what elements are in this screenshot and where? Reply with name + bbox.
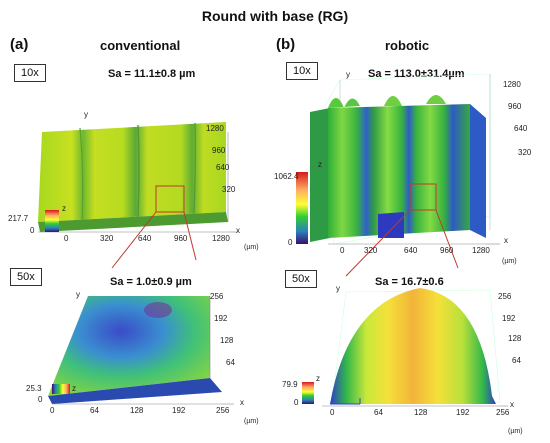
surface-b-10x: [310, 73, 500, 277]
x-tick: 0: [330, 408, 335, 417]
sa-value-a-50x: Sa = 1.0±0.9 µm: [110, 276, 192, 288]
y-tick: 256: [498, 292, 512, 301]
colorbar-min-b-50x: 0: [294, 398, 299, 407]
x-tick: 960: [440, 246, 454, 255]
axis-x-label-b-50x: x: [510, 400, 514, 409]
colorbar-min-b-10x: 0: [288, 238, 293, 247]
sa-value-b-10x: Sa = 113.0±31.4µm: [368, 68, 465, 80]
y-tick: 192: [502, 314, 516, 323]
mag-label-a-10x: 10x: [14, 64, 46, 82]
sa-value-a-10x: Sa = 11.1±0.8 µm: [108, 68, 196, 80]
colorbar-b-10x: [296, 172, 308, 244]
x-tick: 0: [340, 246, 345, 255]
y-tick: 960: [212, 146, 226, 155]
unit-label-b-10x: (µm): [502, 258, 517, 265]
x-tick: 960: [174, 234, 188, 243]
y-tick: 320: [222, 185, 236, 194]
x-tick: 320: [364, 246, 378, 255]
axis-x-label-b-10x: x: [504, 236, 508, 245]
surface-a-50x: [48, 296, 234, 405]
column-title-robotic: robotic: [385, 38, 430, 53]
axis-x-label-a-10x: x: [236, 226, 240, 235]
x-tick: 192: [456, 408, 470, 417]
axis-z-label-a-50x: z: [72, 384, 76, 393]
colorbar-min-a-50x: 0: [38, 395, 43, 404]
mag-label-a-50x: 50x: [10, 268, 42, 286]
column-title-conventional: conventional: [100, 38, 181, 53]
colorbar-b-50x: [302, 382, 314, 404]
colorbar-max-a-10x: 217.7: [8, 214, 29, 223]
axis-z-label-a-10x: z: [62, 204, 66, 213]
y-tick: 64: [512, 356, 521, 365]
axis-y-label-a-10x: y: [84, 110, 88, 119]
y-tick: 640: [216, 163, 230, 172]
panel-label-a: (a): [10, 36, 29, 53]
x-tick: 640: [138, 234, 152, 243]
surface-b-50x: [322, 288, 508, 407]
mag-label-b-10x: 10x: [286, 62, 318, 80]
colorbar-min-a-10x: 0: [30, 226, 35, 235]
x-tick: 256: [496, 408, 510, 417]
x-tick: 64: [374, 408, 383, 417]
axis-x-label-a-50x: x: [240, 398, 244, 407]
figure-title: Round with base (RG): [201, 8, 349, 24]
colorbar-max-b-10x: 1062.4: [274, 172, 299, 181]
y-tick: 1280: [503, 80, 521, 89]
x-tick: 1280: [472, 246, 490, 255]
panel-label-b: (b): [276, 36, 296, 53]
x-tick: 256: [216, 406, 230, 415]
colorbar-a-10x: [45, 210, 59, 232]
y-tick: 128: [508, 334, 522, 343]
unit-label-a-10x: (µm): [244, 244, 259, 251]
y-tick: 640: [514, 124, 528, 133]
x-tick: 128: [414, 408, 428, 417]
axis-z-label-b-50x: z: [316, 374, 320, 383]
x-tick: 1280: [212, 234, 230, 243]
colorbar-max-b-50x: 79.9: [282, 380, 298, 389]
surface-a-10x: [38, 122, 238, 269]
axis-y-label-b-10x: y: [346, 70, 350, 79]
x-tick: 128: [130, 406, 144, 415]
x-tick: 0: [50, 406, 55, 415]
unit-label-b-50x: (µm): [508, 428, 523, 435]
x-tick: 320: [100, 234, 114, 243]
colorbar-max-a-50x: 25.3: [26, 384, 42, 393]
y-tick: 256: [210, 292, 224, 301]
y-tick: 64: [226, 358, 235, 367]
colorbar-a-50x: [52, 384, 70, 394]
x-tick: 192: [172, 406, 186, 415]
axis-z-label-b-10x: z: [318, 160, 322, 169]
y-tick: 192: [214, 314, 228, 323]
x-tick: 640: [404, 246, 418, 255]
y-tick: 1280: [206, 124, 224, 133]
mag-label-b-50x: 50x: [285, 270, 317, 288]
axis-y-label-b-50x: y: [336, 284, 340, 293]
y-tick: 960: [508, 102, 522, 111]
y-tick: 320: [518, 148, 532, 157]
axis-y-label-a-50x: y: [76, 290, 80, 299]
x-tick: 64: [90, 406, 99, 415]
unit-label-a-50x: (µm): [244, 418, 259, 425]
sa-value-b-50x: Sa = 16.7±0.6: [375, 276, 444, 288]
y-tick: 128: [220, 336, 234, 345]
x-tick: 0: [64, 234, 69, 243]
